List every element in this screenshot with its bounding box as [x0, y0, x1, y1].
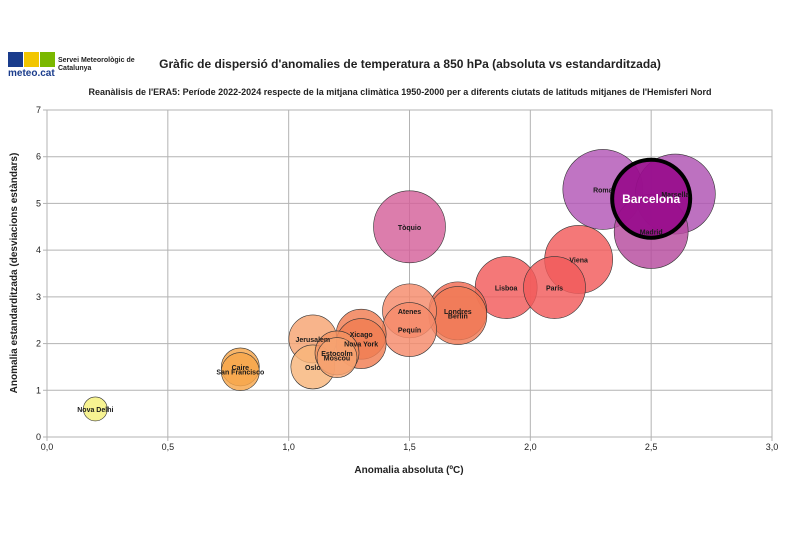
bubble	[373, 190, 446, 264]
bubble-label: Caire	[232, 365, 250, 372]
bubble-label: Madrid	[640, 229, 663, 236]
bubble-label: Viena	[569, 257, 588, 264]
x-tick-label: 2,5	[645, 442, 658, 452]
y-tick-label: 1	[36, 385, 41, 395]
y-axis-label: Anomalia estandarditzada (desviacions es…	[9, 153, 20, 394]
bubble	[316, 337, 358, 378]
bubble-label: Estocolm	[321, 351, 353, 358]
bubble-label: París	[546, 286, 563, 293]
chart-subtitle: Reanàlisis de l'ERA5: Període 2022-2024 …	[88, 87, 712, 97]
bubble-label: Jerusalem	[296, 337, 331, 344]
bubble-label: San Francisco	[216, 370, 264, 377]
bubble-label: Atenes	[398, 309, 421, 316]
y-tick-label: 0	[36, 432, 41, 442]
y-tick-label: 4	[36, 245, 41, 255]
x-tick-label: 0,5	[162, 442, 175, 452]
bubble	[523, 256, 586, 319]
logo-leaf-icon	[40, 52, 55, 67]
chart-title: Gràfic de dispersió d'anomalies de tempe…	[159, 57, 661, 71]
bubble-label: Pequín	[398, 328, 421, 335]
x-axis-ticks: 0,0 0,5 1,0 1,5 2,0 2,5 3,0	[41, 437, 779, 452]
x-tick-label: 1,0	[282, 442, 295, 452]
y-tick-label: 7	[36, 105, 41, 115]
bubble-label: Roma	[593, 187, 613, 194]
x-axis-label: Anomalia absoluta (ºC)	[354, 465, 463, 476]
y-tick-label: 5	[36, 198, 41, 208]
meteocat-logo: meteo.cat Servei Meteorològic de Catalun…	[8, 52, 135, 80]
bubble-label: Marsella	[661, 192, 689, 199]
y-axis-ticks: 0 1 2 3 4 5 6 7	[36, 105, 47, 442]
x-tick-label: 2,0	[524, 442, 537, 452]
x-tick-label: 1,5	[403, 442, 416, 452]
bubble-label: Moscou	[324, 356, 350, 363]
logo-organization: Servei Meteorològic de Catalunya	[58, 57, 135, 72]
y-tick-label: 2	[36, 339, 41, 349]
logo-wordmark: meteo.cat	[8, 68, 55, 79]
bubble-label: Berlín	[448, 314, 468, 321]
x-tick-label: 3,0	[766, 442, 779, 452]
bubble-label: Tòquio	[398, 225, 421, 232]
logo-square-blue	[8, 52, 23, 67]
bubble-highlight	[610, 157, 693, 240]
logo-sun-icon	[24, 52, 39, 67]
bubble	[83, 396, 108, 422]
bubble	[221, 352, 260, 391]
y-tick-label: 3	[36, 292, 41, 302]
bubble-label: Oslo	[305, 365, 321, 372]
bubble-label-highlight: Barcelona	[622, 192, 680, 206]
bubble-label: Nova Delhi	[77, 407, 113, 414]
x-tick-label: 0,0	[41, 442, 54, 452]
y-tick-label: 6	[36, 152, 41, 162]
bubble-label: Londres	[444, 309, 472, 316]
bubble-label: Xicago	[350, 332, 373, 339]
bubbles	[83, 149, 716, 422]
bubble-label: Lisboa	[495, 286, 518, 293]
bubble-label: Nova York	[344, 342, 378, 349]
